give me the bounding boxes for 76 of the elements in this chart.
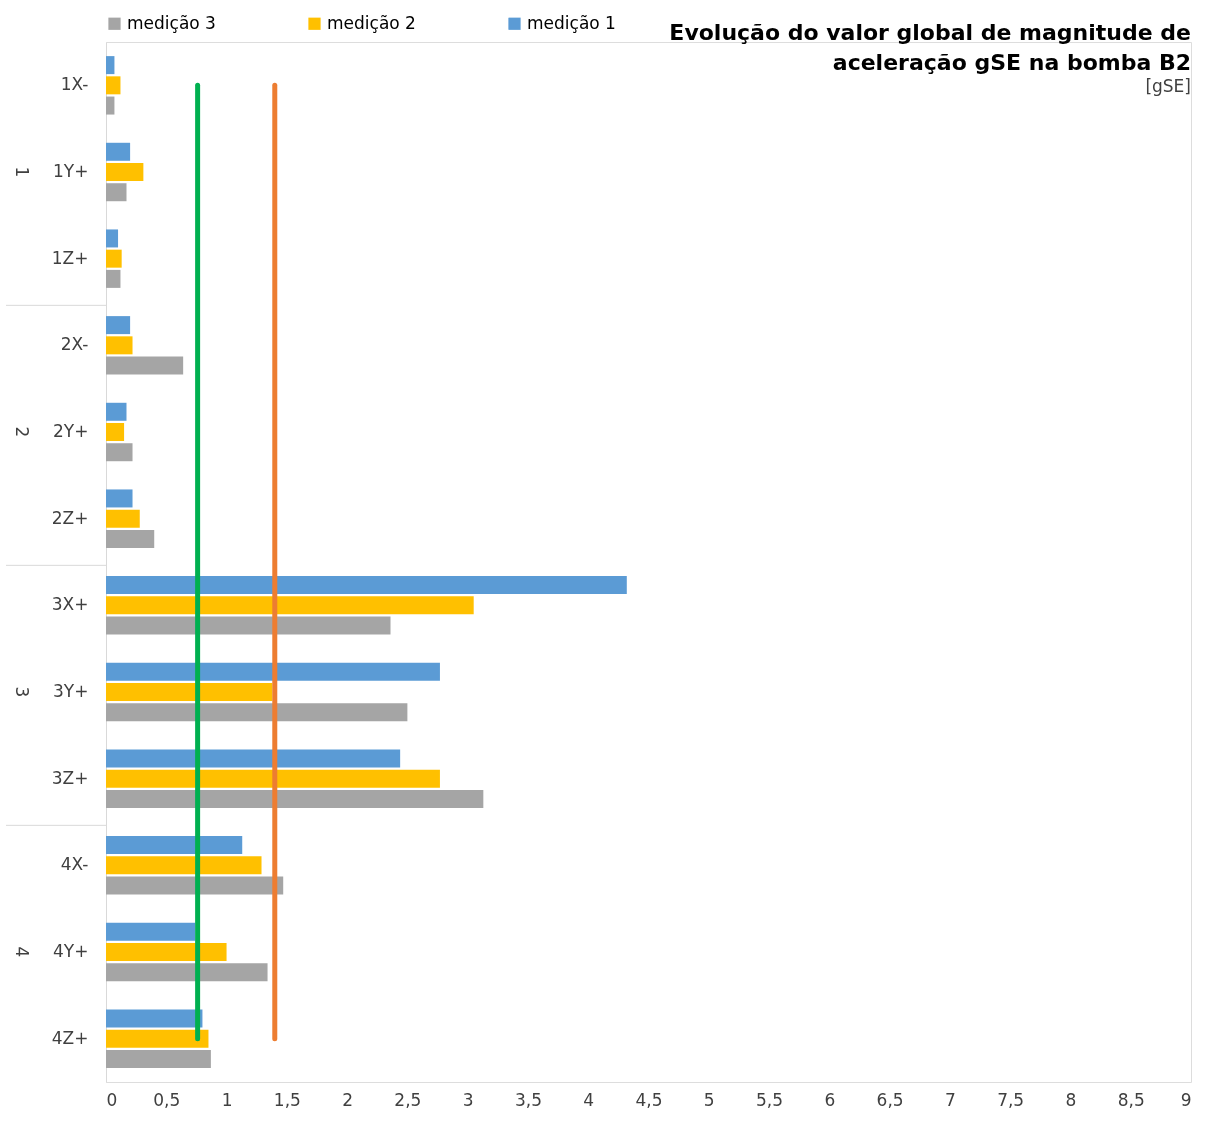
bar	[106, 529, 155, 548]
legend-label: medição 3	[127, 12, 216, 33]
bar	[106, 269, 121, 288]
x-tick-label: 7	[944, 1089, 956, 1110]
x-tick-label: 4	[583, 1089, 595, 1110]
bar	[106, 662, 440, 681]
bar	[106, 856, 262, 875]
text: 1	[12, 166, 32, 178]
bar	[106, 1029, 209, 1048]
x-tick-label: 2,5	[394, 1089, 422, 1110]
bar	[106, 56, 115, 75]
y-tick-label: 2Z+	[51, 507, 89, 528]
x-tick-label: 5	[703, 1089, 715, 1110]
x-tick-label: 6,5	[876, 1089, 904, 1110]
bar	[106, 963, 268, 982]
y-tick-label: 1Z+	[51, 247, 89, 268]
bar	[106, 229, 119, 248]
bar	[106, 922, 196, 941]
bar	[106, 423, 125, 441]
bar	[106, 876, 284, 895]
bar	[106, 76, 121, 95]
y-tick-label: 1X-	[60, 74, 89, 95]
bar	[106, 1049, 211, 1068]
text: 2	[12, 426, 32, 438]
x-tick-label: 3,5	[514, 1089, 542, 1110]
bar	[106, 769, 440, 788]
legend-label: medição 2	[327, 12, 416, 33]
bar	[106, 249, 122, 268]
x-tick-label: 8	[1065, 1089, 1077, 1110]
bar	[106, 96, 115, 115]
text: 4	[12, 946, 32, 958]
x-tick-label: 4,5	[635, 1089, 663, 1110]
bar	[106, 489, 133, 508]
y-tick-label: 4Y+	[53, 941, 89, 961]
x-tick-label: 0	[106, 1089, 118, 1110]
bar	[106, 443, 133, 462]
x-tick-label: 1,5	[273, 1089, 301, 1110]
legend-label: medição 1	[527, 12, 616, 33]
x-tick-label: 5,5	[756, 1089, 784, 1110]
x-axis-title: [gSE]	[1145, 76, 1191, 96]
bar	[106, 943, 227, 961]
bar	[106, 163, 144, 181]
bar	[106, 789, 484, 808]
bar	[106, 336, 133, 355]
bar	[106, 183, 127, 202]
bar	[106, 402, 127, 421]
chart-title: Evolução do valor global de magnitude de aceleração gSE na bomba B2	[669, 20, 1191, 75]
x-tick-label: 6	[824, 1089, 836, 1110]
y-tick-label: 4X-	[60, 854, 89, 875]
bar	[106, 616, 391, 635]
bar	[106, 703, 408, 722]
bar	[106, 1009, 203, 1028]
y-tick-label: 3Z+	[51, 767, 89, 788]
bar	[106, 749, 401, 768]
x-tick-label: 8,5	[1117, 1089, 1145, 1110]
y-tick-label: 3Y+	[53, 681, 89, 701]
bar	[106, 142, 131, 161]
bar	[106, 836, 243, 855]
bar	[106, 356, 184, 375]
y-tick-label: 3X+	[51, 594, 89, 615]
x-tick-label: 1	[221, 1089, 233, 1110]
bar	[106, 596, 474, 615]
x-tick-label: 3	[462, 1089, 474, 1110]
x-tick-label: 7,5	[997, 1089, 1025, 1110]
y-tick-label: 4Z+	[51, 1027, 89, 1048]
bar	[106, 509, 140, 528]
x-tick-label: 9	[1180, 1089, 1192, 1110]
y-tick-label: 2Y+	[53, 421, 89, 441]
y-tick-label: 2X-	[60, 334, 89, 355]
text: 3	[12, 686, 32, 698]
x-tick-label: 0,5	[153, 1089, 181, 1110]
bar	[106, 576, 627, 595]
x-tick-label: 2	[342, 1089, 354, 1110]
y-tick-label: 1Y+	[53, 161, 89, 181]
bar	[106, 316, 131, 335]
bar	[106, 683, 273, 701]
